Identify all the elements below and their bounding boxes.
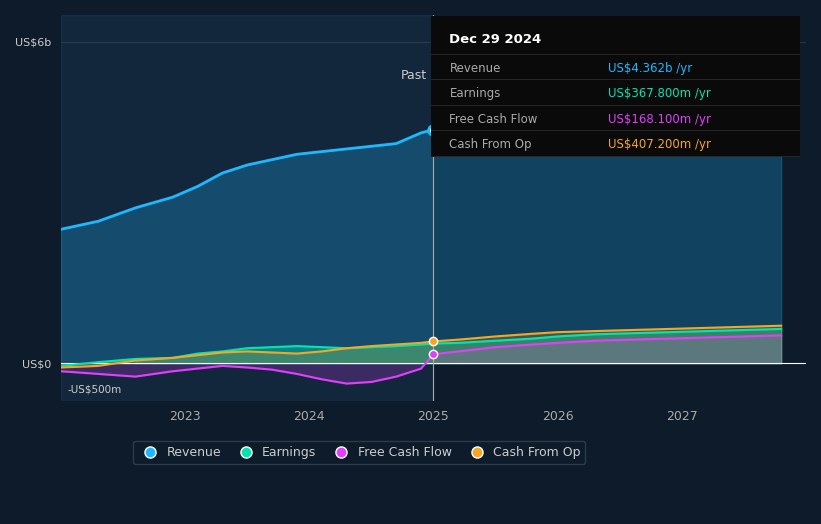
Text: US$168.100m /yr: US$168.100m /yr xyxy=(608,113,711,126)
Text: US$407.200m /yr: US$407.200m /yr xyxy=(608,138,711,151)
Text: Dec 29 2024: Dec 29 2024 xyxy=(450,32,542,46)
Text: Earnings: Earnings xyxy=(450,87,501,100)
Legend: Revenue, Earnings, Free Cash Flow, Cash From Op: Revenue, Earnings, Free Cash Flow, Cash … xyxy=(132,441,585,464)
Text: Cash From Op: Cash From Op xyxy=(450,138,532,151)
Text: Analysts Forecasts: Analysts Forecasts xyxy=(443,69,560,82)
Text: US$367.800m /yr: US$367.800m /yr xyxy=(608,87,711,100)
Text: Past: Past xyxy=(401,69,427,82)
Bar xyxy=(61,15,433,401)
Text: -US$500m: -US$500m xyxy=(67,385,122,395)
Text: Revenue: Revenue xyxy=(450,61,501,74)
Text: US$4.362b /yr: US$4.362b /yr xyxy=(608,61,693,74)
Text: Free Cash Flow: Free Cash Flow xyxy=(450,113,538,126)
